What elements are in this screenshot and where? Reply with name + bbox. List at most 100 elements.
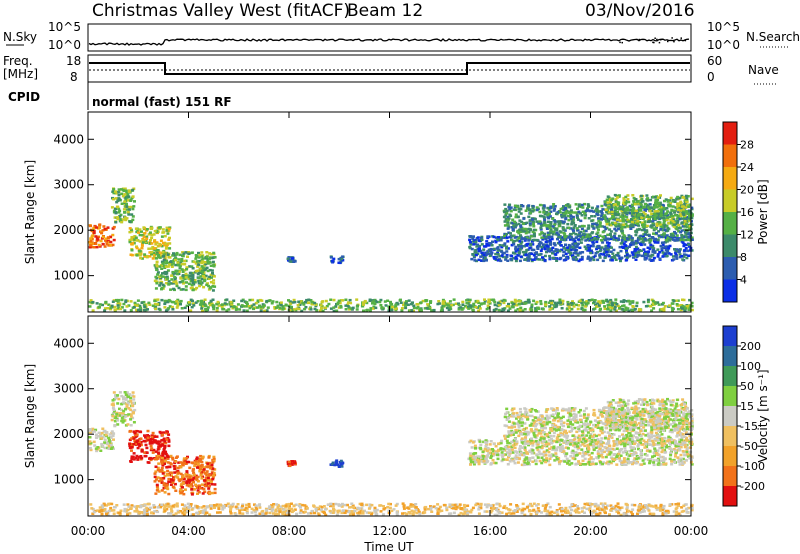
velocity-cell [132,430,136,433]
power-cell [109,244,113,247]
power-cell [147,301,151,305]
power-cell [647,250,651,253]
power-cell [154,275,158,279]
power-cell [170,278,174,281]
power-cell [121,187,125,190]
power-cell [612,255,616,258]
power-cell [646,246,650,249]
velocity-cell [109,447,113,450]
power-cell [552,250,556,253]
power-colorbar-segment [723,212,737,235]
power-cell [119,213,123,217]
velocity-cell [286,462,290,465]
velocity-cell [88,440,92,443]
power-cell [245,309,249,312]
power-cell [552,203,556,206]
power-cell [688,216,692,220]
power-cell [607,211,611,214]
power-cell [222,303,226,307]
velocity-cell [179,465,183,469]
power-cell [517,231,521,235]
power-cell [564,209,568,213]
power-cell [478,239,482,243]
power-cell [200,270,204,273]
power-cell [667,246,671,249]
power-cell [621,232,625,235]
power-cell [564,252,568,256]
power-cell [130,236,134,239]
power-cell [641,225,645,228]
power-cell [197,263,201,266]
power-cell [546,206,550,210]
power-cell [656,198,660,202]
power-cell [426,303,430,306]
velocity-cell [123,391,127,394]
power-cell [540,231,544,234]
power-cell [655,225,658,229]
power-cell [406,303,410,306]
velocity-cell [113,410,116,413]
power-cell [643,220,647,223]
power-cell [197,251,200,255]
power-cell [177,270,181,273]
power-cell [598,224,602,228]
power-cell [90,245,94,249]
power-cell [284,304,288,307]
power-cell [558,240,562,243]
velocity-cell [195,476,199,480]
power-cell [151,304,155,307]
power-cell [666,210,670,213]
power-cell [665,224,669,228]
power-cell [159,282,163,285]
velocity-cell [194,460,198,463]
power-cell [204,262,208,266]
power-cell [153,253,157,256]
velocity-cell [115,414,119,417]
power-cell [660,235,664,239]
power-cell [181,288,185,291]
velocity-cell [176,476,180,479]
power-cell [538,220,542,223]
velocity-cell [508,460,512,463]
velocity-cell [198,486,202,490]
power-cell [636,211,640,215]
power-cell [588,247,591,251]
power-cell [690,236,694,239]
power-cell [542,245,545,248]
power-cell [611,197,615,200]
velocity-cell [99,434,103,438]
power-cell [324,306,328,310]
power-cell [651,236,654,239]
power-cell [88,305,92,308]
power-cell [653,217,657,220]
power-cell [664,198,668,201]
power-cell [646,233,650,237]
power-cell [622,201,626,205]
power-cell [97,235,100,239]
power-cell [614,258,618,261]
power-cell [673,230,676,234]
power-cell [680,229,684,232]
velocity-cell [171,458,175,461]
power-cell [554,253,558,256]
velocity-cell [200,460,204,464]
power-cell [183,306,187,310]
power-cell [286,257,290,260]
power-cell [690,197,694,201]
power-cell [534,302,538,305]
power-cell [609,203,613,207]
power-cell [620,229,624,233]
power-cell [596,231,600,234]
velocity-cell [94,436,98,439]
power-cell [474,306,478,309]
power-cell [671,232,675,235]
power-cell [128,240,132,244]
velocity-cell [202,468,206,471]
power-cell [663,228,667,232]
power-cell [631,300,635,303]
power-cell [123,211,127,214]
power-cell [502,308,506,312]
power-cell [507,205,511,209]
power-cell [548,254,552,258]
velocity-cell [140,448,144,452]
